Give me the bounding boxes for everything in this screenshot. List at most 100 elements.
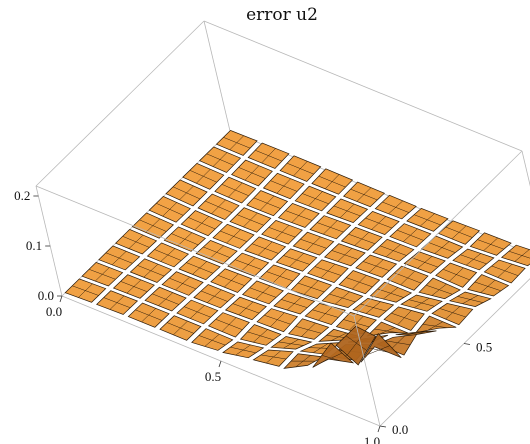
surface-patch [369,281,413,303]
surface-patch [360,333,402,363]
mesh-line [205,200,233,213]
mesh-line [295,326,322,334]
mesh-line [266,271,294,282]
mesh-line [220,230,247,242]
chart-title: error u2 [246,5,318,25]
mesh-line [238,167,266,179]
mesh-line [331,250,359,260]
box-edge-back [203,20,231,132]
mesh-line [88,269,116,280]
mesh-line [302,193,329,205]
mesh-line [442,268,470,281]
mesh-line [285,210,313,221]
mesh-line [404,331,428,336]
mesh-line [264,314,291,325]
surface-patch [321,286,364,308]
mesh-line [281,299,308,308]
x-tick-label: 1.0 [364,434,380,444]
surface-patch [383,306,425,331]
mesh-line [183,306,211,318]
surface-patch [288,318,330,340]
mesh-line [408,299,435,307]
mesh-line [377,288,404,298]
mesh-line [283,255,310,265]
mesh-line [367,345,390,355]
mesh-line [236,214,264,226]
mesh-line [230,346,256,354]
x-tick-mark [218,360,222,368]
surface-patch [191,328,234,351]
box-edge-back [35,185,63,297]
surface-patch [270,336,313,350]
mesh-line [391,312,418,323]
mesh-line [491,265,519,276]
mesh-line [156,203,184,216]
mesh-line [232,303,260,314]
mesh-line [414,214,441,226]
mesh-line [154,249,182,261]
mesh-line [312,309,339,318]
mesh-line [206,153,234,166]
mesh-line [120,281,148,292]
mesh-line [234,259,262,270]
mesh-line [394,272,422,284]
bounding-box-front [35,150,523,427]
mesh-line [198,335,226,346]
mesh-line [445,226,473,238]
mesh-line [167,322,194,334]
mesh-line [249,287,277,298]
y-tick-label: 0.0 [392,422,408,437]
mesh-line [343,319,370,328]
surface-patch [467,274,510,297]
z-tick-label: 0.1 [26,238,42,253]
mesh-line [72,285,99,296]
mesh-line [103,297,131,308]
mesh-line [439,308,466,318]
mesh-line [169,277,197,290]
mesh-line [346,277,373,288]
mesh-line [329,293,356,303]
mesh-line [135,309,163,321]
mesh-line [346,331,366,356]
mesh-line [268,227,296,238]
surface-patch [415,315,457,334]
surface-patch [435,262,478,288]
mesh-line [300,238,327,249]
mesh-line [137,265,165,277]
mesh-line [320,352,343,364]
mesh-line [215,319,243,330]
mesh-line [362,261,390,271]
x-tick-label: 0.5 [205,369,221,384]
mesh-line [396,229,424,241]
mesh-line [318,175,346,188]
mesh-line [350,188,378,201]
box-edge-front [35,185,355,317]
x-tick-label: 0.0 [46,304,62,319]
y-tick-label: 0.5 [476,340,492,355]
mesh-line [172,186,201,200]
mesh-line [477,239,504,250]
mesh-line [474,281,502,292]
z-tick-label: 0.0 [38,288,54,303]
mesh-line [122,236,150,248]
mesh-line [203,246,231,258]
z-tick-label: 0.2 [14,188,30,203]
surface-patch [239,324,282,346]
mesh-line [286,162,314,175]
x-tick-mark [377,425,381,433]
mesh-line [426,284,453,295]
mesh-line [365,217,393,229]
mesh-line [189,170,217,183]
mesh-line [348,233,376,244]
mesh-line [139,219,167,232]
mesh-line [460,254,487,265]
mesh-line [171,233,199,246]
mesh-line [217,275,245,286]
surface-patch [252,349,294,367]
mesh-line [278,341,304,346]
box-edge-back [203,20,523,152]
mesh-line [297,282,325,293]
mesh-line [379,245,407,256]
mesh-line [385,340,411,346]
mesh-line [255,150,283,162]
